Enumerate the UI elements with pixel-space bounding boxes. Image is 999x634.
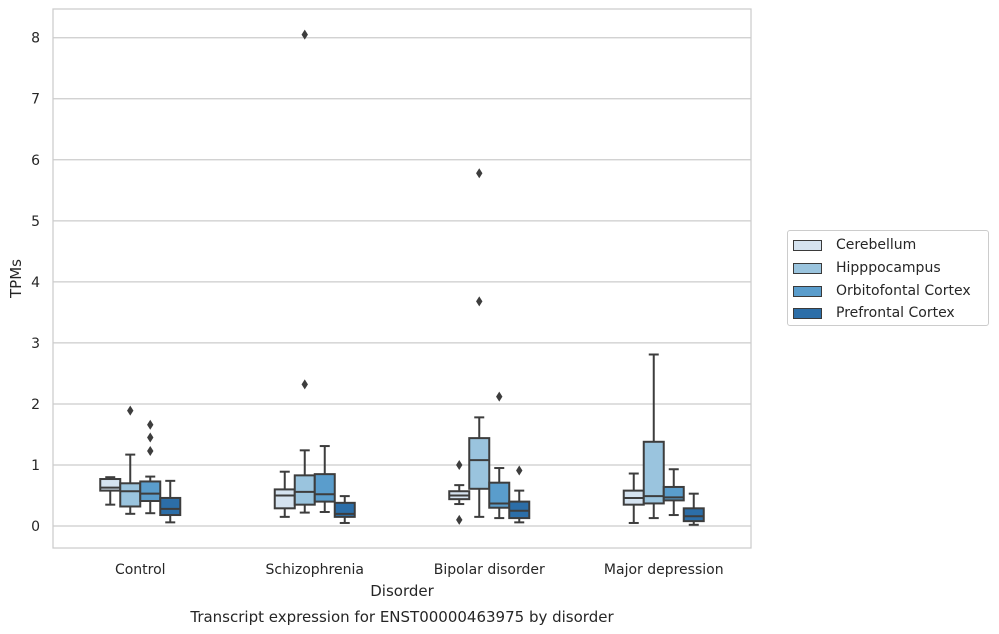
box-plot-item [448,459,471,525]
outlier-point [456,459,463,470]
plot-frame [52,8,752,549]
y-tick-label: 4 [31,275,40,291]
x-axis-label: Disorder [370,582,434,600]
box [488,481,511,509]
outlier-point [476,296,483,307]
outlier-point [147,445,154,456]
legend-swatch [793,239,822,251]
box-plot-item [642,353,665,520]
outlier-point [516,465,523,476]
outlier-point [456,514,463,525]
y-tick-label: 8 [31,31,40,47]
y-tick-label: 3 [31,336,40,352]
box-plot-item [468,168,491,518]
box [119,482,142,508]
box-plot-item [99,476,122,506]
legend-label: Cerebellum [836,237,917,253]
box [642,440,665,505]
chart-caption: Transcript expression for ENST0000046397… [189,608,614,626]
x-tick-label: Major depression [604,562,724,578]
x-tick-label: Schizophrenia [266,562,364,578]
box-plot-item [622,472,645,524]
legend-swatch [793,307,822,319]
box-plot-item [508,465,531,524]
legend-swatch [793,262,822,274]
x-tick-label: Bipolar disorder [434,562,545,578]
legend-item-prefrontal-cortex: Prefrontal Cortex [793,303,955,323]
box-plot-item [662,468,685,517]
gridlines [53,37,751,527]
legend-swatch [793,285,822,297]
y-tick-label: 2 [31,397,40,413]
box-plot-item [273,470,296,518]
box [139,480,162,502]
axis-ticks: 0 1 2 3 4 5 6 7 8 Control Schizophrenia Bipolar dis… [31,31,724,578]
box [468,437,491,490]
box-plot-item [159,479,182,524]
y-tick-label: 6 [31,153,40,169]
box-plot-item [313,445,336,513]
box-plot-item [333,495,356,524]
boxes [99,29,705,526]
y-tick-label: 7 [31,92,40,108]
legend-item-cerebellum: Cerebellum [793,235,916,255]
outlier-point [496,391,503,402]
box [273,488,296,510]
box-plot-item [139,419,162,515]
legend-item-hippocampus: Hipppocampus [793,258,941,278]
outlier-point [147,419,154,430]
box-plot-item [682,492,705,526]
legend-label: Orbitofontal Cortex [836,283,971,299]
y-tick-label: 5 [31,214,40,230]
box [313,473,336,503]
box-plot-item [119,405,142,515]
box [682,507,705,523]
outlier-point [127,405,134,416]
box [662,485,685,502]
x-tick-label: Control [115,562,166,578]
y-tick-label: 0 [31,519,40,535]
box [159,496,182,517]
box-plot-item [293,29,316,514]
y-axis-label: TPMs [7,259,25,299]
outlier-point [147,432,154,443]
outlier-point [301,29,308,40]
legend-item-orbitofrontal-cortex: Orbitofontal Cortex [793,281,971,301]
legend: Cerebellum Hipppocampus Orbitofontal Cor… [787,230,989,326]
box [293,474,316,506]
legend-label: Hipppocampus [836,260,941,276]
box [99,478,122,492]
outlier-point [476,168,483,179]
outlier-point [301,379,308,390]
legend-label: Prefrontal Cortex [836,305,955,321]
y-tick-label: 1 [31,458,40,474]
box-plot-item [488,391,511,520]
